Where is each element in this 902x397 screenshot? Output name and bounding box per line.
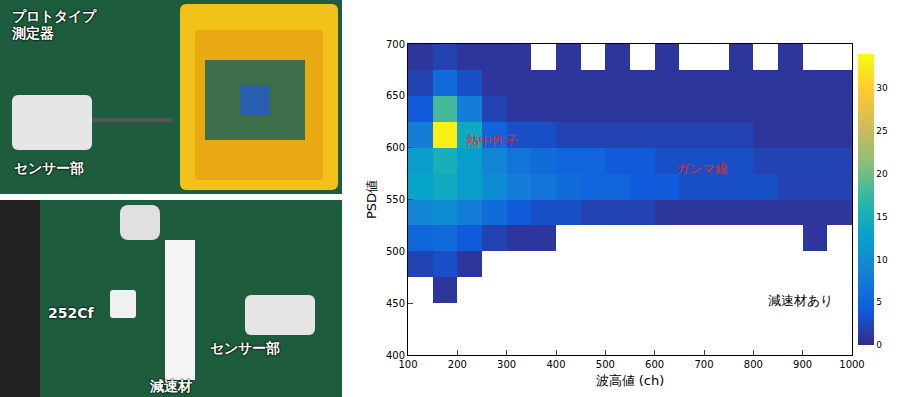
svg-text:500: 500	[596, 359, 615, 370]
svg-text:700: 700	[694, 359, 713, 370]
svg-text:0: 0	[876, 340, 882, 350]
svg-text:1000: 1000	[839, 359, 864, 370]
svg-text:900: 900	[793, 359, 812, 370]
html-text:252Cf: 252Cf	[48, 305, 94, 321]
svg-text:400: 400	[386, 350, 405, 361]
svg-text:PSD値: PSD値	[364, 180, 379, 219]
html-text:センサー部: センサー部	[14, 160, 84, 176]
svg-text:20: 20	[876, 169, 888, 179]
html-text:減速材: 減速材	[150, 378, 192, 394]
svg-text:30: 30	[876, 83, 888, 93]
svg-text:450: 450	[386, 298, 405, 309]
svg-text:100: 100	[398, 359, 417, 370]
svg-text:5: 5	[876, 297, 882, 307]
svg-text:減速材あり: 減速材あり	[768, 293, 833, 308]
svg-text:650: 650	[386, 90, 405, 101]
svg-text:550: 550	[386, 194, 405, 205]
svg-text:ガンマ線: ガンマ線	[676, 161, 728, 176]
svg-text:500: 500	[386, 246, 405, 257]
svg-text:波高値 (ch): 波高値 (ch)	[596, 373, 665, 388]
svg-text:600: 600	[645, 359, 664, 370]
svg-text:300: 300	[497, 359, 516, 370]
html-text:センサー部: センサー部	[210, 340, 280, 356]
svg-text:熱中性子: 熱中性子	[466, 133, 518, 148]
svg-text:10: 10	[876, 255, 888, 265]
svg-text:800: 800	[744, 359, 763, 370]
svg-text:700: 700	[386, 39, 405, 50]
svg-text:15: 15	[876, 212, 887, 222]
svg-text:200: 200	[448, 359, 467, 370]
svg-text:400: 400	[546, 359, 565, 370]
svg-text:600: 600	[386, 142, 405, 153]
html-text:プロトタイプ測定器: プロトタイプ測定器	[12, 8, 96, 41]
svg-text:25: 25	[876, 126, 887, 136]
